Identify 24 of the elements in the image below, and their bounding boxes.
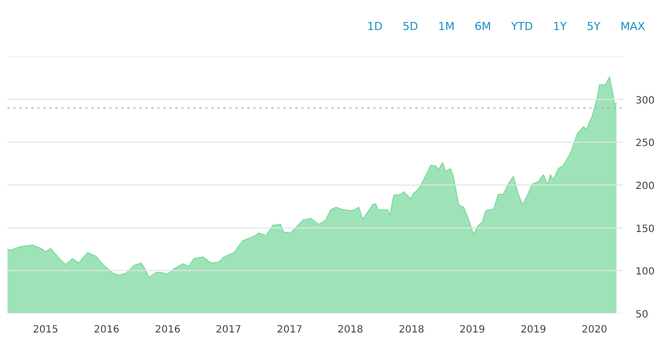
x-tick-label: 2020 bbox=[582, 324, 608, 336]
x-tick-label: 2016 bbox=[155, 324, 180, 336]
y-tick-label: 50 bbox=[636, 310, 648, 320]
y-tick-label: 300 bbox=[636, 95, 655, 106]
x-tick-label: 2017 bbox=[216, 324, 242, 336]
text: 5Y bbox=[586, 20, 600, 33]
text: 1Y bbox=[553, 20, 567, 33]
x-tick-label: 2018 bbox=[398, 324, 424, 336]
text: MAX bbox=[620, 20, 645, 33]
text: 5D bbox=[402, 20, 418, 33]
y-tick-label: 150 bbox=[636, 224, 655, 235]
y-tick-label: 100 bbox=[636, 266, 655, 278]
text: 1D bbox=[367, 20, 383, 33]
x-tick-label: 2018 bbox=[338, 324, 364, 336]
x-tick-label: 2019 bbox=[520, 324, 546, 336]
y-tick-label: 200 bbox=[636, 181, 655, 192]
text: 6M bbox=[474, 20, 492, 33]
x-tick-label: 2017 bbox=[276, 324, 302, 336]
text: 1M bbox=[438, 20, 455, 33]
x-tick-label: 2015 bbox=[32, 324, 58, 336]
y-tick-label: 250 bbox=[636, 138, 655, 150]
x-tick-label: 2019 bbox=[460, 324, 485, 336]
text: YTD bbox=[511, 20, 533, 33]
x-tick-label: 2016 bbox=[94, 324, 120, 336]
